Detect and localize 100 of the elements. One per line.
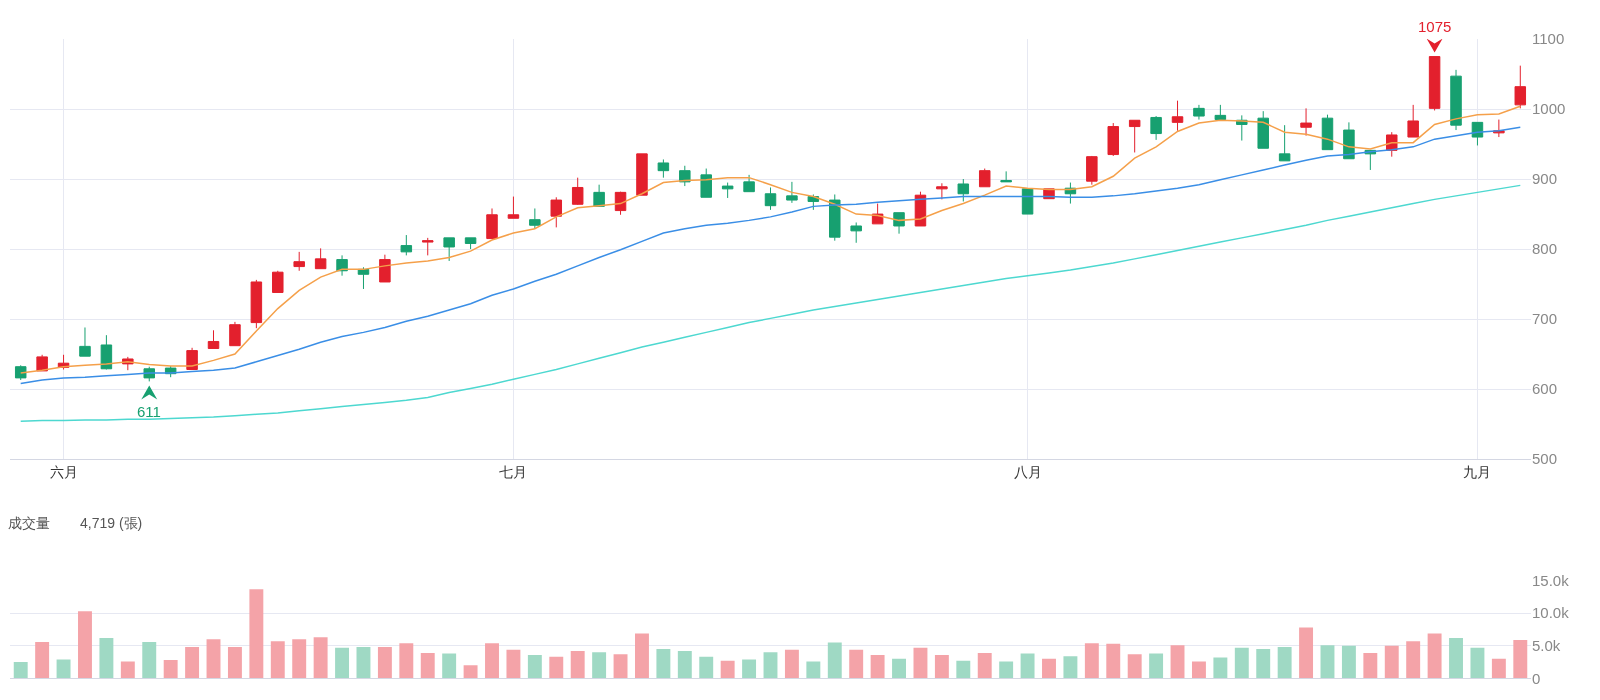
candlestick: [1278, 124, 1291, 162]
candlestick: [1193, 104, 1205, 121]
bar: [56, 659, 71, 679]
candlestick: [571, 177, 584, 206]
bar: [1256, 649, 1271, 679]
bar: [1277, 647, 1292, 679]
bar: [592, 652, 607, 679]
bar: [1513, 639, 1528, 679]
y-tick-label: 5.0k: [1532, 637, 1561, 655]
bar: [913, 647, 928, 679]
candlestick: [186, 347, 198, 370]
candlestick: [936, 182, 948, 200]
x-tick-label: 九月: [1463, 463, 1492, 480]
candlestick: [229, 321, 241, 347]
candlestick: [893, 212, 905, 235]
candlestick: [764, 186, 777, 211]
line-series: [19, 184, 1522, 423]
candlestick: [336, 254, 348, 277]
bar: [1170, 645, 1185, 679]
candlestick: [314, 247, 327, 270]
candlestick: [486, 207, 498, 240]
bar: [635, 633, 649, 679]
chart-title: 成交量: [8, 515, 50, 531]
bar: [1470, 647, 1485, 679]
y-tick-label: 700: [1532, 310, 1558, 328]
bar: [313, 637, 328, 679]
bar: [13, 662, 28, 679]
bar: [1042, 658, 1056, 679]
bar: [1213, 657, 1228, 679]
bar: [335, 647, 350, 679]
candlestick: [1021, 188, 1034, 215]
bar: [699, 656, 714, 679]
candlestick: [786, 181, 798, 204]
candlestick: [14, 364, 27, 381]
bar: [1127, 654, 1142, 679]
bar: [720, 660, 735, 679]
candlestick: [400, 234, 413, 256]
bar: [420, 652, 435, 679]
bar: [849, 649, 864, 679]
bar: [806, 661, 821, 679]
annotation: 1075: [1418, 18, 1452, 35]
bar: [977, 652, 992, 679]
candlestick: [529, 207, 541, 230]
y-tick-label: 15.0k: [1532, 571, 1570, 589]
bar: [549, 656, 564, 679]
candlestick: [1128, 119, 1141, 153]
candlestick: [978, 168, 991, 188]
bar: [1427, 633, 1442, 679]
bar: [249, 589, 264, 679]
bar: [163, 660, 178, 679]
candlestick: [1514, 65, 1527, 109]
y-tick-label: 600: [1532, 380, 1558, 398]
bar: [1106, 643, 1121, 679]
bar: [1299, 627, 1314, 679]
candlestick: [636, 153, 648, 196]
candlestick: [1407, 104, 1419, 138]
candlestick: [79, 326, 91, 357]
x-tick-label: 六月: [49, 463, 78, 480]
candlestick: [443, 237, 455, 262]
annotation: 611: [137, 403, 161, 420]
y-tick-label: 10.0k: [1532, 604, 1570, 622]
candlestick: [743, 174, 755, 193]
candlestick: [721, 182, 734, 199]
bar: [1084, 643, 1099, 679]
candlestick: [1171, 100, 1184, 132]
bar: [677, 650, 692, 679]
y-tick-label: 1000: [1532, 100, 1566, 118]
bar: [1449, 637, 1463, 679]
bar: [956, 660, 971, 679]
candlestick: [1107, 122, 1120, 157]
candlestick: [207, 329, 220, 349]
candlestick: [1300, 107, 1312, 137]
bar: [870, 654, 885, 679]
bar: [270, 641, 285, 679]
bar: [1020, 653, 1035, 679]
bar: [527, 654, 542, 679]
bar: [442, 653, 457, 679]
candlestick: [550, 196, 563, 228]
candlestick: [1214, 104, 1227, 122]
candlestick: [250, 279, 263, 329]
y-tick-label: 500: [1532, 450, 1558, 468]
bar: [742, 659, 757, 679]
candlestick: [1086, 155, 1098, 186]
bar: [613, 654, 628, 679]
bar: [292, 639, 307, 679]
bar: [1384, 645, 1399, 679]
bar: [1149, 653, 1164, 679]
bar: [506, 649, 521, 679]
bar: [1063, 656, 1078, 679]
bar: [892, 658, 906, 679]
candlestick: [829, 193, 841, 242]
bar: [784, 649, 799, 679]
bar: [377, 647, 392, 679]
bar: [1191, 661, 1206, 679]
bar: [656, 649, 671, 679]
bar: [1234, 647, 1249, 679]
bar: [142, 641, 157, 679]
bar: [399, 643, 414, 679]
candlestick: [700, 168, 712, 198]
x-tick-label: 八月: [1013, 463, 1042, 480]
